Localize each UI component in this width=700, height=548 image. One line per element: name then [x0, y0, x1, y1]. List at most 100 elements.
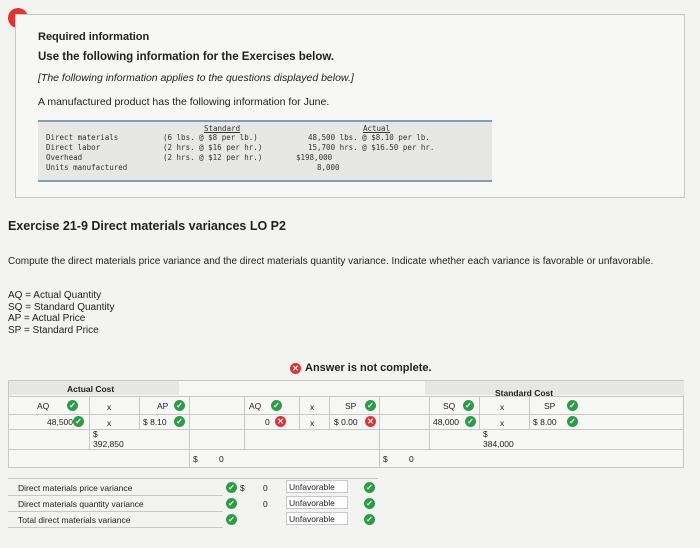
mid-aq-input[interactable]: 0: [265, 417, 270, 427]
grid-col: [139, 396, 140, 429]
variance-grid: Actual Cost Standard Cost AQ ✓ x AP ✓ 48…: [8, 380, 684, 468]
status-text: Answer is not complete.: [305, 362, 432, 374]
row-label: Units manufactured: [46, 163, 128, 172]
grid-col: [244, 396, 245, 449]
standard-cost-header-bg: [425, 381, 684, 395]
times-sign: x: [107, 402, 112, 412]
aq-input[interactable]: 48,500: [47, 417, 73, 427]
times-sign: x: [310, 418, 315, 428]
check-icon: ✓: [465, 416, 476, 427]
grid-rule: [9, 449, 684, 450]
def-sp: SP = Standard Price: [8, 324, 99, 336]
summary-rule: [8, 478, 378, 479]
times-sign: x: [310, 402, 315, 412]
intro-text: A manufactured product has the following…: [38, 96, 330, 108]
sq-input[interactable]: 48,000: [433, 417, 459, 427]
check-icon: ✓: [271, 400, 282, 411]
variance-left: 0: [219, 454, 224, 464]
check-icon: ✓: [463, 400, 474, 411]
price-variance-dollar: $: [240, 483, 245, 493]
sp-label: SP: [544, 401, 556, 411]
definitions: AQ = Actual Quantity SQ = Standard Quant…: [8, 290, 114, 336]
summary-rule: [8, 511, 223, 512]
row-actual: 15,700 hrs. @ $16.50 per hr.: [308, 143, 435, 152]
grid-col: [379, 396, 380, 468]
row-label: Direct materials: [46, 133, 119, 142]
applies-note: [The following information applies to th…: [38, 72, 354, 84]
actual-cost-header: Actual Cost: [67, 384, 115, 394]
row-label: Direct labor: [46, 143, 101, 152]
grid-rule: [9, 414, 684, 415]
exercise-title: Exercise 21-9 Direct materials variances…: [8, 219, 286, 233]
instructions: Compute the direct materials price varia…: [8, 256, 654, 267]
grid-rule: [9, 396, 684, 397]
ap-label: AP: [157, 401, 169, 411]
check-icon: ✓: [226, 498, 237, 509]
check-icon: ✓: [364, 514, 375, 525]
use-info-heading: Use the following information for the Ex…: [38, 51, 335, 63]
check-icon: ✓: [365, 400, 376, 411]
check-icon: ✓: [567, 400, 578, 411]
row-actual: 8,000: [317, 163, 340, 172]
quantity-variance-value[interactable]: 0: [263, 499, 268, 509]
error-icon: ✕: [290, 362, 301, 374]
check-icon: ✓: [567, 416, 578, 427]
check-icon: ✓: [73, 416, 84, 427]
std-total-dollar: $: [483, 429, 488, 439]
times-sign: x: [500, 418, 505, 428]
grid-col: [329, 396, 330, 429]
grid-col: [189, 396, 190, 468]
variance-right-dollar: $: [383, 454, 388, 464]
def-sq: SQ = Standard Quantity: [8, 301, 115, 313]
error-icon: ✕: [365, 416, 376, 427]
price-variance-label: Direct materials price variance: [18, 483, 133, 493]
variance-right: 0: [409, 454, 414, 464]
sp-label-mid: SP: [345, 401, 357, 411]
price-variance-value[interactable]: 0: [263, 483, 268, 493]
summary-section: Direct materials price variance Direct m…: [8, 478, 684, 530]
grid-col: [529, 396, 530, 429]
quantity-variance-outcome[interactable]: Unfavorable: [286, 496, 348, 509]
price-variance-outcome[interactable]: Unfavorable: [286, 480, 348, 493]
standard-cost-header: Standard Cost: [495, 388, 554, 398]
def-aq: AQ = Actual Quantity: [8, 290, 102, 301]
check-icon: ✓: [67, 400, 78, 411]
grid-rule: [9, 429, 684, 430]
check-icon: ✓: [364, 482, 375, 493]
total-variance-label: Total direct materials variance: [18, 515, 131, 525]
grid-col: [479, 396, 480, 429]
grid-col: [429, 396, 430, 449]
summary-rule: [8, 495, 223, 496]
total-variance-outcome[interactable]: Unfavorable: [286, 512, 348, 525]
times-sign: x: [107, 418, 112, 428]
aq-label-mid: AQ: [249, 401, 262, 411]
mid-sp-input[interactable]: $ 0.00: [334, 417, 358, 427]
check-icon: ✓: [174, 400, 185, 411]
times-sign: x: [500, 402, 505, 412]
grid-col: [89, 396, 90, 449]
ap-input[interactable]: $ 8.10: [143, 417, 167, 427]
actual-total-dollar: $: [93, 429, 98, 439]
actual-cost-header-bg: [9, 381, 179, 395]
std-total: 384,000: [483, 439, 514, 449]
error-icon: ✕: [275, 416, 286, 427]
quantity-variance-label: Direct materials quantity variance: [18, 499, 144, 509]
variance-left-dollar: $: [193, 454, 198, 464]
sp-input[interactable]: $ 8.00: [533, 417, 557, 427]
required-info-label: Required information: [38, 31, 150, 43]
summary-rule: [8, 527, 223, 528]
status-badge: ✕ Answer is not complete.: [290, 362, 432, 374]
row-standard: (6 lbs. @ $8 per lb.): [163, 133, 258, 142]
check-icon: ✓: [226, 482, 237, 493]
row-standard: (2 hrs. @ $12 per hr.): [163, 153, 263, 162]
def-ap: AP = Actual Price: [8, 313, 86, 324]
check-icon: ✓: [226, 514, 237, 525]
row-standard: (2 hrs. @ $16 per hr.): [163, 143, 263, 152]
row-label: Overhead: [46, 153, 83, 162]
col-standard: Standard: [204, 124, 241, 133]
check-icon: ✓: [364, 498, 375, 509]
grid-col: [299, 396, 300, 429]
col-actual: Actual: [363, 124, 391, 133]
actual-total: 392,850: [93, 439, 124, 449]
row-actual: $198,000: [296, 153, 333, 162]
